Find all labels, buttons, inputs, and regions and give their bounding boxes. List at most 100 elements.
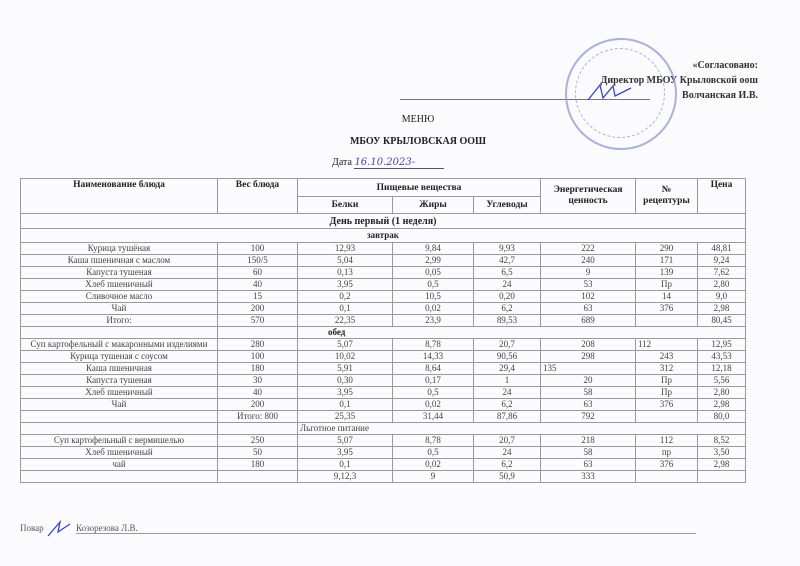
signature-line — [400, 99, 650, 100]
cell-protein: 5,07 — [297, 434, 393, 447]
cell-carbs: 0,20 — [473, 290, 541, 303]
school-name: МБОУ КРЫЛОВСКАЯ ООШ — [349, 136, 487, 147]
table-row: Каша пшеничная 180 5,91 8,64 29,4 135 312 12,18 — [20, 362, 746, 375]
cell-carbs: 6,2 — [473, 458, 541, 471]
cell-carbs: 6,5 — [473, 266, 541, 279]
benefit-rows: Суп картофельный с вермишелью 250 5,07 8,78… — [20, 434, 746, 483]
cell-weight: 200 — [217, 302, 298, 315]
cell-fat: 0,5 — [392, 386, 474, 399]
cell-recipe — [635, 410, 698, 423]
cell-fat: 0,5 — [392, 278, 474, 291]
cell-protein: 3,95 — [297, 278, 393, 291]
cell-recipe: 171 — [635, 254, 698, 267]
date-label: Дата — [332, 157, 352, 168]
cell-name: Капуста тушеная — [20, 374, 218, 387]
cell-protein: 12,93 — [297, 242, 393, 255]
director-signature — [587, 83, 632, 101]
cell-name: Каша пшеничная — [20, 362, 218, 375]
table-row: Капуста тушеная 30 0,30 0,17 1 20 Пр 5,56 — [20, 374, 746, 387]
cell-name: чай — [20, 458, 218, 471]
cell-fat: 31,44 — [392, 410, 474, 423]
date-row: Дата 16.10.2023- — [332, 157, 445, 169]
cell-fat: 0,02 — [392, 302, 474, 315]
cell-fat: 8,78 — [392, 338, 474, 351]
cell-protein: 3,95 — [297, 386, 393, 399]
table-row: Итого: 570 22,35 23,9 89,53 689 80,45 — [20, 314, 746, 327]
cell-price: 9,24 — [697, 254, 746, 267]
cell-weight: 60 — [217, 266, 298, 279]
cell-name: Суп картофельный с макаронными изделиями — [20, 338, 218, 351]
cell-fat: 8,64 — [392, 362, 474, 375]
cell-recipe: 376 — [635, 302, 698, 315]
cell-carbs: 24 — [473, 386, 541, 399]
cell-recipe: 243 — [635, 350, 698, 363]
cell-recipe: 376 — [635, 458, 698, 471]
cell-price: 9,0 — [697, 290, 746, 303]
cell-energy: 135 — [540, 362, 636, 375]
cell-weight: 40 — [217, 278, 298, 291]
cell-energy: 58 — [540, 446, 636, 459]
cell-recipe: 139 — [635, 266, 698, 279]
cell-fat: 9 — [392, 470, 474, 483]
cell-carbs: 90,56 — [473, 350, 541, 363]
cell-energy: 58 — [540, 386, 636, 399]
cell-energy: 102 — [540, 290, 636, 303]
table-row: Чай 200 0,1 0,02 6,2 63 376 2,98 — [20, 302, 746, 315]
cell-name: Чай — [20, 302, 218, 315]
cell-protein: 5,91 — [297, 362, 393, 375]
cell-protein: 3,95 — [297, 446, 393, 459]
cell-fat: 14,33 — [392, 350, 474, 363]
cell-price — [697, 470, 746, 483]
cell-recipe — [635, 470, 698, 483]
cell-carbs: 1 — [473, 374, 541, 387]
cell-weight: 100 — [217, 350, 298, 363]
table-row: Курица тушеная с соусом 100 10,02 14,33 90,5… — [20, 350, 746, 363]
cell-price: 80,0 — [697, 410, 746, 423]
cell-recipe: 112 — [635, 338, 698, 351]
cell-name: Суп картофельный с вермишелью — [20, 434, 218, 447]
cell-carbs: 20,7 — [473, 338, 541, 351]
cell-energy: 792 — [540, 410, 636, 423]
col-name: Наименование блюда — [20, 178, 218, 214]
cell-fat: 0,5 — [392, 446, 474, 459]
cell-name: Итого: — [20, 314, 218, 327]
cell-price: 12,95 — [697, 338, 746, 351]
table-row: Капуста тушеная 60 0,13 0,05 6,5 9 139 7,62 — [20, 266, 746, 279]
table-row: Хлеб пшеничный 50 3,95 0,5 24 58 пр 3,50 — [20, 446, 746, 459]
cell-fat: 8,78 — [392, 434, 474, 447]
cell-price: 48,81 — [697, 242, 746, 255]
cell-weight — [217, 470, 298, 483]
lunch-rows: Суп картофельный с макаронными изделиями… — [20, 338, 746, 423]
cell-fat: 0,02 — [392, 458, 474, 471]
table-row: чай 180 0,1 0,02 6,2 63 376 2,98 — [20, 458, 746, 471]
table-row: Хлеб пшеничный 40 3,95 0,5 24 58 Пр 2,80 — [20, 386, 746, 399]
cell-fat: 0,05 — [392, 266, 474, 279]
cell-protein: 10,02 — [297, 350, 393, 363]
cell-energy: 53 — [540, 278, 636, 291]
section-lunch: обед — [297, 326, 746, 339]
cell-price: 5,56 — [697, 374, 746, 387]
cell-name — [20, 410, 218, 423]
approval-block: «Согласовано: Директор МБОУ Крыловской о… — [600, 58, 758, 103]
cook-name: Козорезова Л.В. — [76, 523, 697, 535]
cell-protein: 9,12,3 — [297, 470, 393, 483]
cell-fat: 9,84 — [392, 242, 474, 255]
cell-name: Курица тушёная — [20, 242, 218, 255]
cell-price: 2,98 — [697, 458, 746, 471]
cell-weight: 40 — [217, 386, 298, 399]
cell-weight: 180 — [217, 362, 298, 375]
stamp-seal — [565, 38, 677, 150]
table-row: Каша пшеничная с маслом 150/5 5,04 2,99 42,7… — [20, 254, 746, 267]
cell-recipe: 112 — [635, 434, 698, 447]
cell-recipe: 312 — [635, 362, 698, 375]
section-benefit: Льготное питание — [297, 422, 746, 435]
menu-table: Наименование блюда Вес блюда Пищевые вещ… — [20, 178, 746, 483]
cell-energy: 63 — [540, 458, 636, 471]
approval-line: «Согласовано: — [692, 60, 758, 71]
col-carbs: Углеводы — [473, 196, 541, 214]
cell-carbs: 50,9 — [473, 470, 541, 483]
cell-fat: 0,02 — [392, 398, 474, 411]
page-title: МЕНЮ — [401, 114, 435, 125]
cell-price: 2,98 — [697, 398, 746, 411]
cell-price: 2,98 — [697, 302, 746, 315]
